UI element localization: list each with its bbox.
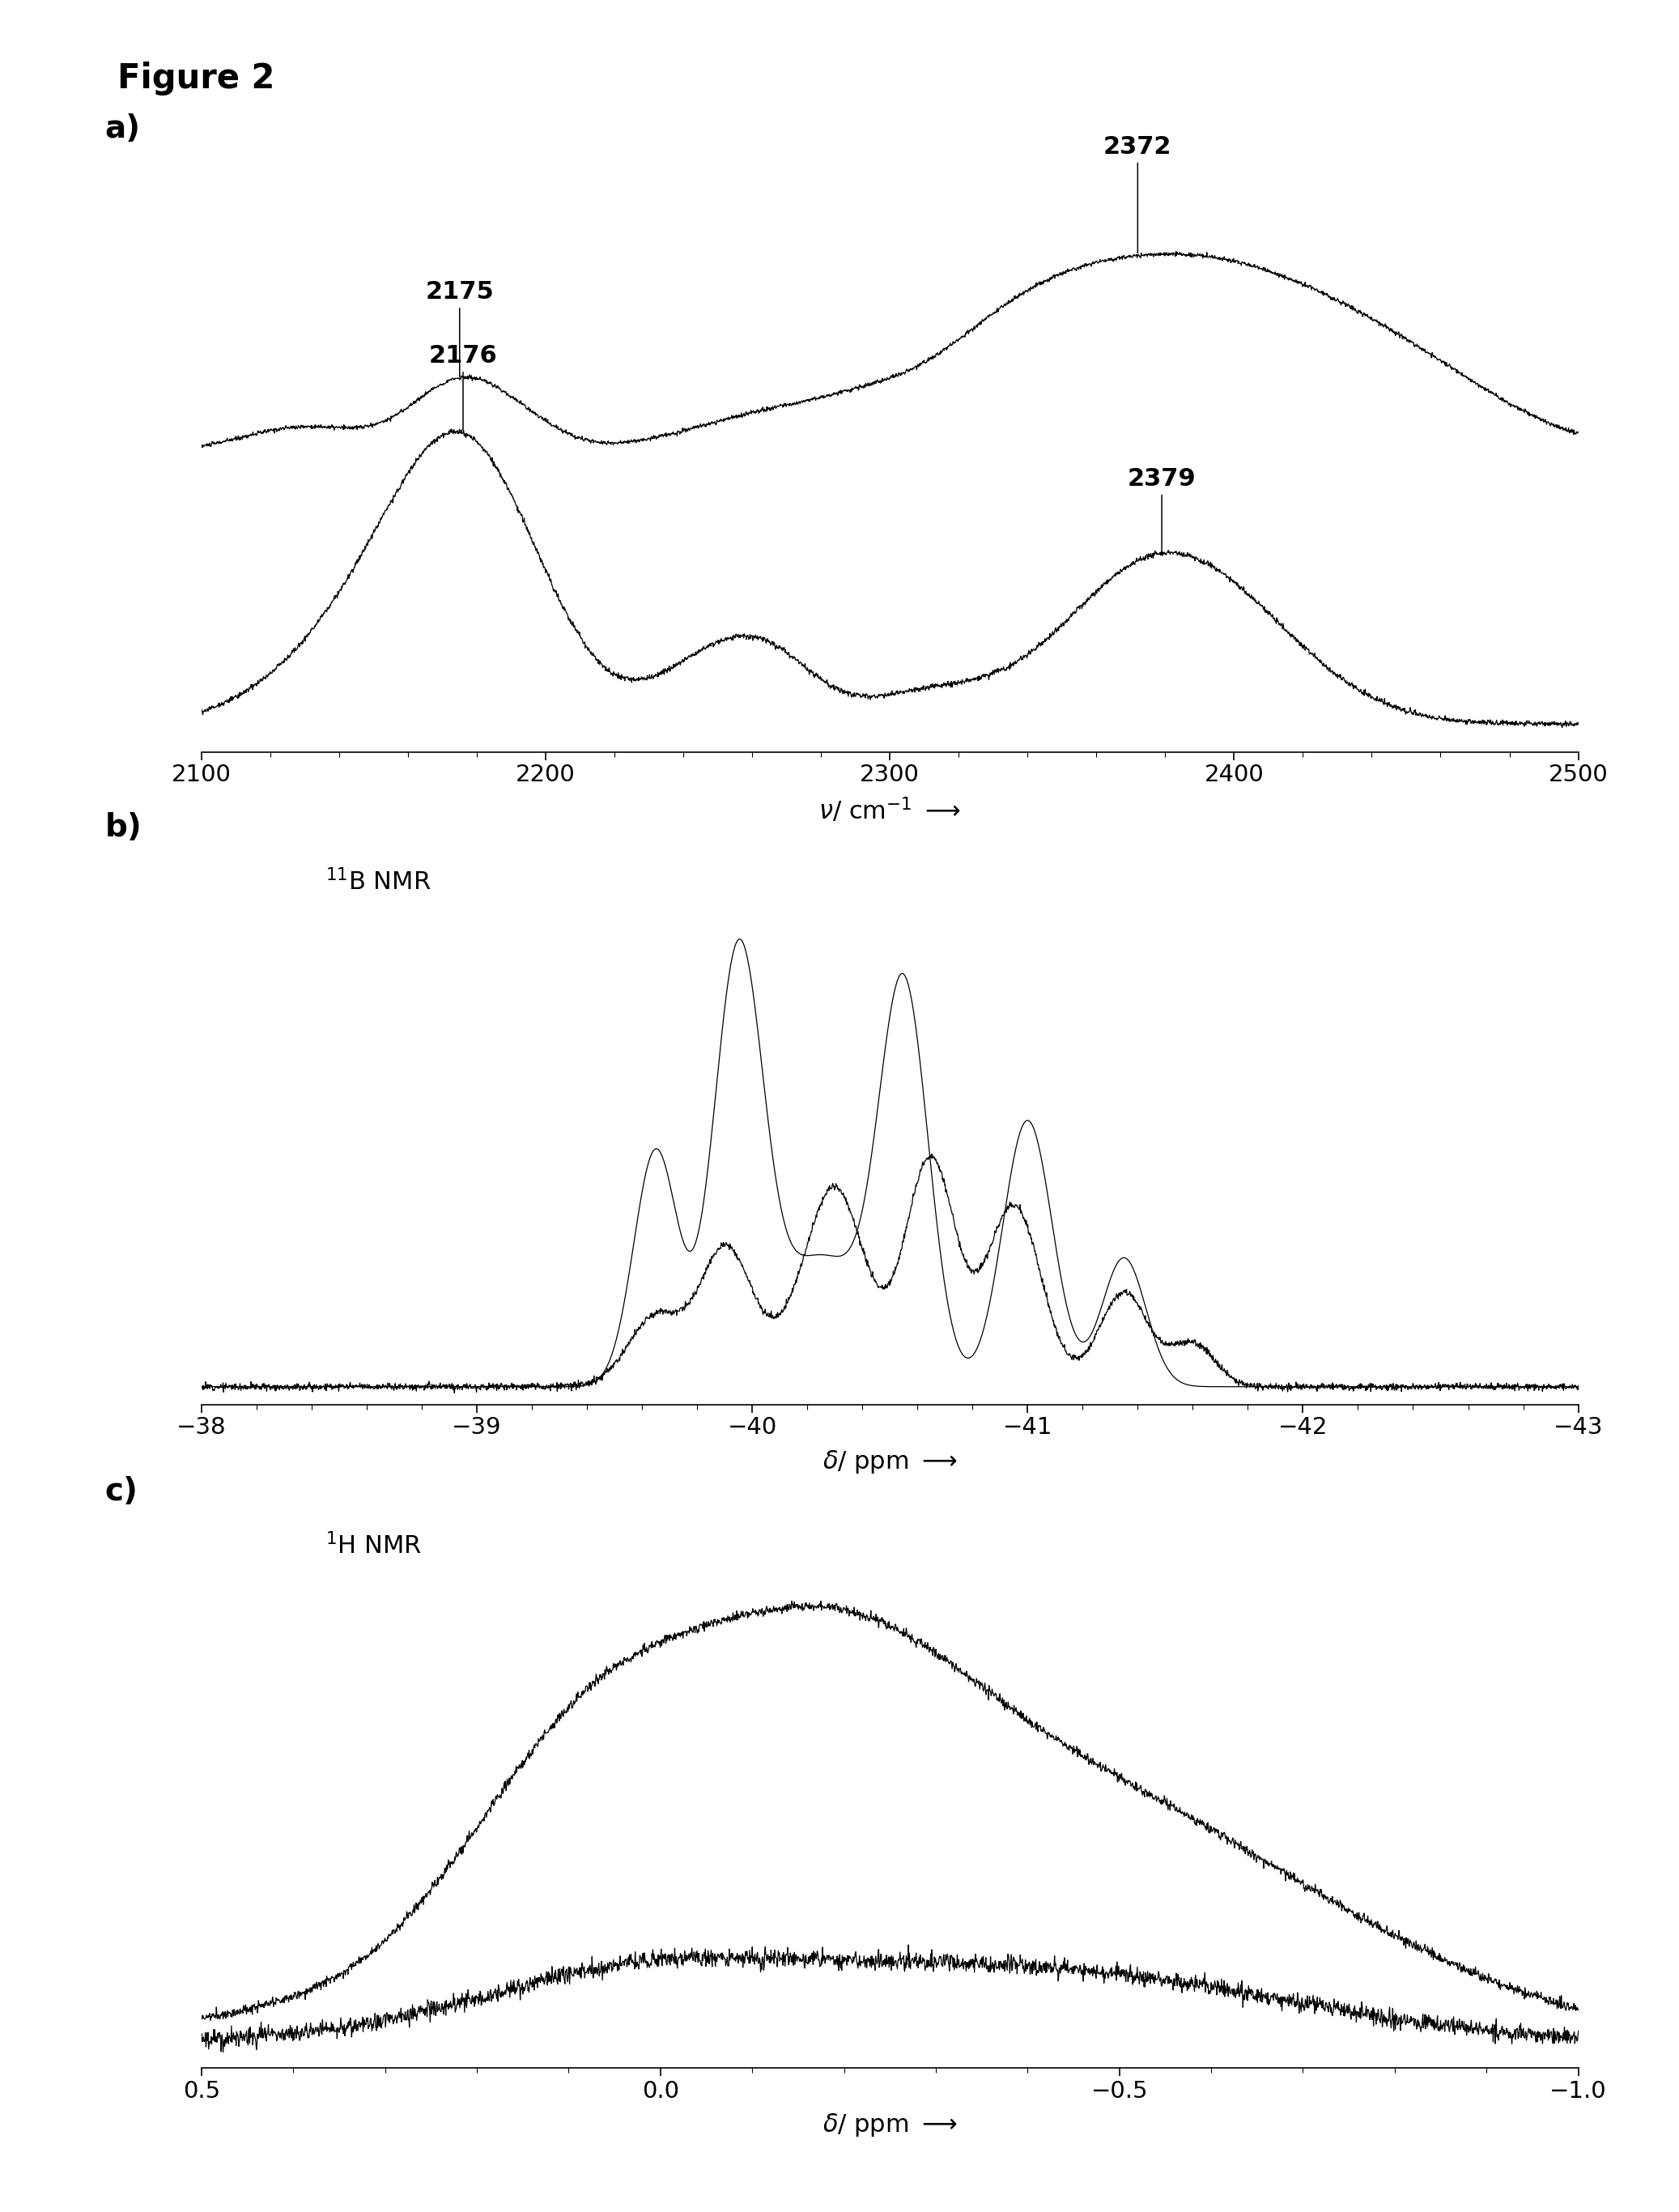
X-axis label: $\delta$/ ppm $\longrightarrow$: $\delta$/ ppm $\longrightarrow$ [823, 1449, 957, 1475]
Text: $^{11}$B NMR: $^{11}$B NMR [326, 869, 432, 896]
Text: $^{1}$H NMR: $^{1}$H NMR [326, 1533, 421, 1559]
Text: c): c) [106, 1475, 138, 1506]
Text: 2379: 2379 [1128, 467, 1195, 553]
Text: Figure 2: Figure 2 [118, 62, 275, 95]
Text: 2372: 2372 [1103, 135, 1172, 252]
Text: 2175: 2175 [425, 281, 494, 376]
Text: a): a) [106, 113, 141, 144]
X-axis label: $\nu$/ cm$^{-1}$ $\longrightarrow$: $\nu$/ cm$^{-1}$ $\longrightarrow$ [819, 796, 960, 825]
Text: b): b) [106, 812, 143, 843]
Text: 2176: 2176 [428, 345, 497, 429]
X-axis label: $\delta$/ ppm $\longrightarrow$: $\delta$/ ppm $\longrightarrow$ [823, 2112, 957, 2139]
